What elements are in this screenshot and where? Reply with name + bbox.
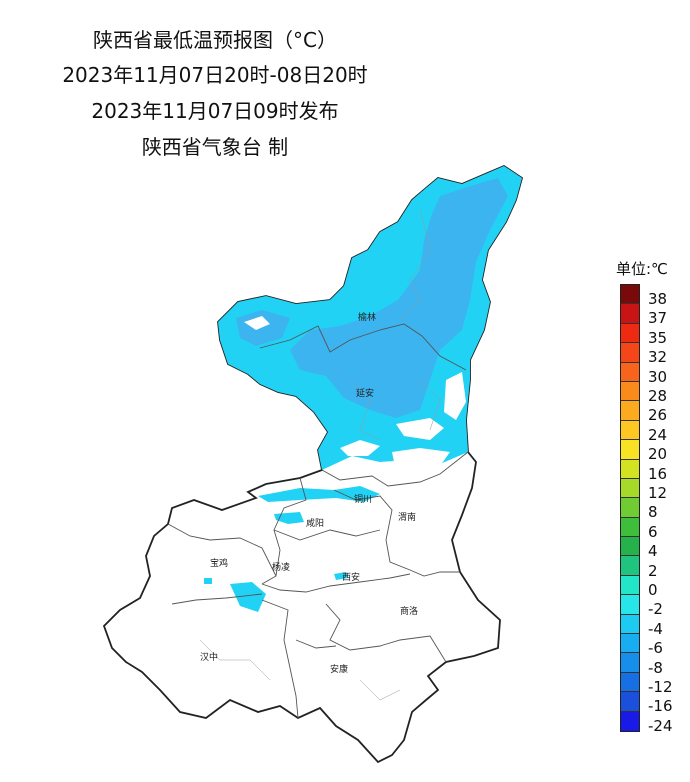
legend-label: 24: [648, 425, 668, 444]
city-yangling: 杨凌: [272, 561, 290, 573]
warm-patch-2: [444, 372, 466, 420]
legend-swatch: [621, 304, 639, 324]
legend-label: 30: [648, 367, 668, 386]
issuer: 陕西省气象台 制: [141, 135, 289, 159]
legend-swatch: [621, 711, 639, 731]
legend-swatch: [621, 343, 639, 363]
city-boundaries: [167, 323, 469, 719]
city-yanan: 延安: [356, 387, 374, 399]
legend-label: 38: [648, 290, 668, 308]
legend-swatch: [621, 498, 639, 518]
city-weinan: 渭南: [398, 511, 416, 523]
legend-swatch: [621, 556, 639, 576]
cold-patch-xian: [334, 572, 348, 580]
legend-label: -8: [648, 658, 663, 677]
legend-label: 37: [648, 309, 668, 328]
legend-label: -6: [648, 639, 663, 658]
legend-swatch: [621, 575, 639, 596]
cold-patch-xianyang: [274, 512, 304, 524]
legend-swatch: [621, 517, 639, 538]
legend-label: -24: [648, 716, 673, 735]
county-lines: [199, 209, 441, 701]
legend-label: 12: [648, 484, 668, 502]
legend-label: 6: [648, 522, 658, 541]
legend-label: 32: [648, 348, 668, 367]
legend-swatch: [621, 420, 639, 441]
legend-swatch: [621, 537, 639, 557]
cold-patch-small: [204, 578, 212, 584]
legend-swatch: [621, 672, 639, 693]
legend-swatch: [621, 401, 639, 421]
legend-color-bar: [620, 284, 640, 732]
legend-label: 20: [648, 445, 668, 464]
forecast-period: 2023年11月07日20时-08日20时: [62, 63, 368, 87]
legend-label: 2: [648, 561, 658, 580]
issue-time: 2023年11月07日09时发布: [91, 99, 339, 123]
city-yulin: 榆林: [358, 311, 376, 323]
legend-label: 8: [648, 503, 658, 522]
city-tongchuan: 铜川: [354, 493, 372, 505]
colder-patch-west: [236, 310, 290, 346]
city-xianyang: 咸阳: [306, 517, 324, 529]
legend-swatch: [621, 692, 639, 712]
city-hanzhong: 汉中: [200, 651, 218, 663]
legend-label: 4: [648, 542, 658, 561]
cold-patch-baoji: [230, 582, 266, 612]
legend-swatch: [621, 323, 639, 344]
legend-swatch: [621, 381, 639, 402]
legend-label: 28: [648, 387, 668, 405]
legend-title: 单位:℃: [616, 260, 668, 278]
warm-patch-1: [244, 316, 270, 330]
colder-region-north: [290, 178, 508, 418]
legend-swatch: [621, 362, 639, 382]
legend-swatch: [621, 614, 639, 635]
cold-band-tongchuan: [258, 486, 380, 502]
city-baoji: 宝鸡: [210, 557, 228, 569]
city-ankang: 安康: [330, 663, 348, 675]
warm-patch-4: [340, 440, 380, 456]
legend-label: 26: [648, 406, 668, 425]
legend-swatch: [621, 478, 639, 499]
legend-swatch: [621, 634, 639, 654]
legend-label: -16: [648, 697, 673, 716]
legend-swatch: [621, 285, 639, 305]
legend-swatch: [621, 459, 639, 479]
legend-label: 35: [648, 328, 668, 347]
city-xian: 西安: [342, 571, 360, 583]
map-title: 陕西省最低温预报图（°C）: [93, 28, 337, 52]
city-shangluo: 商洛: [400, 605, 418, 617]
legend-label: 0: [648, 581, 658, 599]
warm-patch-5: [392, 448, 450, 468]
temperature-map: 榆林 延安 铜川 渭南 咸阳 宝鸡 杨凌 西安 商洛 汉中 安康: [102, 164, 524, 764]
legend-swatch: [621, 653, 639, 673]
legend-swatch: [621, 440, 639, 460]
legend-label: -4: [648, 619, 663, 638]
legend-label: -2: [648, 600, 663, 619]
legend-label: 16: [648, 464, 668, 483]
legend-swatch: [621, 595, 639, 615]
legend-label: -12: [648, 678, 673, 696]
